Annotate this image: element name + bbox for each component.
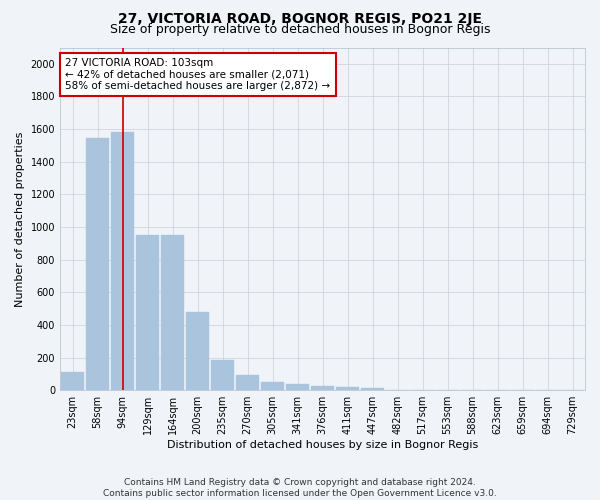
Bar: [336, 388, 359, 390]
Bar: [286, 384, 309, 390]
Text: 27, VICTORIA ROAD, BOGNOR REGIS, PO21 2JE: 27, VICTORIA ROAD, BOGNOR REGIS, PO21 2J…: [118, 12, 482, 26]
Bar: [261, 382, 284, 390]
Bar: [211, 360, 234, 390]
Bar: [186, 312, 209, 390]
Text: Size of property relative to detached houses in Bognor Regis: Size of property relative to detached ho…: [110, 22, 490, 36]
Bar: [161, 235, 184, 390]
Text: 27 VICTORIA ROAD: 103sqm
← 42% of detached houses are smaller (2,071)
58% of sem: 27 VICTORIA ROAD: 103sqm ← 42% of detach…: [65, 58, 331, 91]
X-axis label: Distribution of detached houses by size in Bognor Regis: Distribution of detached houses by size …: [167, 440, 478, 450]
Bar: [361, 388, 384, 390]
Bar: [86, 138, 109, 390]
Bar: [136, 235, 159, 390]
Bar: [311, 386, 334, 390]
Y-axis label: Number of detached properties: Number of detached properties: [15, 131, 25, 306]
Bar: [61, 372, 84, 390]
Text: Contains HM Land Registry data © Crown copyright and database right 2024.
Contai: Contains HM Land Registry data © Crown c…: [103, 478, 497, 498]
Bar: [111, 132, 134, 390]
Bar: [236, 374, 259, 390]
